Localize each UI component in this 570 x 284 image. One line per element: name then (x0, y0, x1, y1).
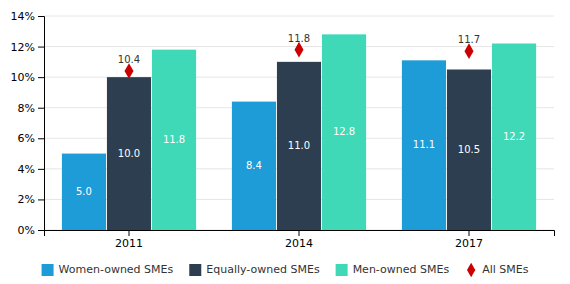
bar (107, 77, 151, 230)
bar (62, 154, 106, 230)
bar-series (152, 34, 536, 230)
tick-mark (469, 230, 470, 236)
tick-label: 10% (11, 71, 35, 84)
legend-item: Women-owned SMEs (42, 263, 174, 276)
legend-label: All SMEs (482, 263, 529, 276)
data-label: 10.0 (118, 148, 140, 159)
x-axis: 2011 2014 2017 (45, 230, 555, 250)
tick-mark (38, 77, 44, 78)
data-label: 11.1 (413, 139, 435, 150)
legend-item: Equally-owned SMEs (189, 263, 320, 276)
tick-label: 2011 (115, 237, 143, 250)
tick: 14% (11, 10, 44, 23)
legend-symbol (336, 264, 348, 276)
tick-label: 6% (18, 132, 35, 145)
bar (447, 70, 491, 231)
tick-mark (38, 47, 44, 48)
tick-mark (38, 16, 44, 17)
legend: Women-owned SMEs Equally-owned SMEs Men-ow… (42, 263, 529, 277)
bar-series (62, 60, 446, 230)
tick: 0% (18, 224, 44, 237)
legend-symbol (189, 264, 201, 276)
point (295, 42, 304, 58)
grid-line (44, 16, 554, 17)
bar (277, 62, 321, 230)
tick-mark (38, 108, 44, 109)
axis-line (45, 231, 555, 237)
bar (232, 102, 276, 230)
bar (402, 60, 446, 230)
legend-symbol (467, 263, 475, 277)
plot: 0% 2% 4% 6% 8% 10% 12% 14% 2011 2014 2017 5.0 8.4 11.… (11, 10, 555, 250)
tick: 2014 (285, 230, 313, 250)
tick-mark (129, 230, 130, 236)
tick: 10% (11, 71, 44, 84)
data-label: 12.2 (503, 131, 525, 142)
tick-mark (38, 138, 44, 139)
tick: 6% (18, 132, 44, 145)
legend-symbol (42, 264, 54, 276)
tick: 4% (18, 163, 44, 176)
tick-label: 14% (11, 10, 35, 23)
tick-mark (38, 199, 44, 200)
axis-line (38, 17, 45, 231)
tick-label: 0% (18, 224, 35, 237)
tick: 2017 (455, 230, 483, 250)
data-label: 12.8 (333, 126, 355, 137)
tick-mark (38, 230, 44, 231)
tick: 2% (18, 193, 44, 206)
tick: 8% (18, 102, 44, 115)
data-labels: 5.0 8.4 11.1 10.0 11.0 10.5 11.8 12.8 12.2 10.4 11… (76, 33, 525, 197)
tick: 12% (11, 41, 44, 54)
data-label: 10.5 (458, 144, 480, 155)
tick-label: 2% (18, 193, 35, 206)
data-label: 11.8 (163, 134, 185, 145)
data-label: 11.7 (458, 34, 480, 45)
tick: 2011 (115, 230, 143, 250)
legend-item: Men-owned SMEs (336, 263, 450, 276)
tick-label: 8% (18, 102, 35, 115)
tick-label: 2017 (455, 237, 483, 250)
chart: 0% 2% 4% 6% 8% 10% 12% 14% 2011 2014 2017 5.0 8.4 11.… (0, 0, 570, 284)
point (125, 63, 134, 79)
legend-item: All SMEs (467, 263, 529, 277)
bar (322, 34, 366, 230)
marks (62, 34, 536, 230)
bar (152, 50, 196, 230)
legend-label: Men-owned SMEs (353, 263, 450, 276)
tick-label: 12% (11, 41, 35, 54)
tick-label: 2014 (285, 237, 313, 250)
bar (492, 44, 536, 230)
point-series (125, 42, 474, 79)
y-axis: 0% 2% 4% 6% 8% 10% 12% 14% (11, 10, 45, 237)
tick-mark (299, 230, 300, 236)
legend-label: Equally-owned SMEs (206, 263, 320, 276)
data-label: 11.0 (288, 140, 310, 151)
data-label: 5.0 (76, 186, 92, 197)
tick-label: 4% (18, 163, 35, 176)
data-label: 8.4 (246, 160, 262, 171)
legend-label: Women-owned SMEs (59, 263, 174, 276)
data-label: 10.4 (118, 54, 140, 65)
grid (44, 16, 554, 230)
point (465, 43, 474, 59)
data-label: 11.8 (288, 33, 310, 44)
tick-mark (38, 169, 44, 170)
